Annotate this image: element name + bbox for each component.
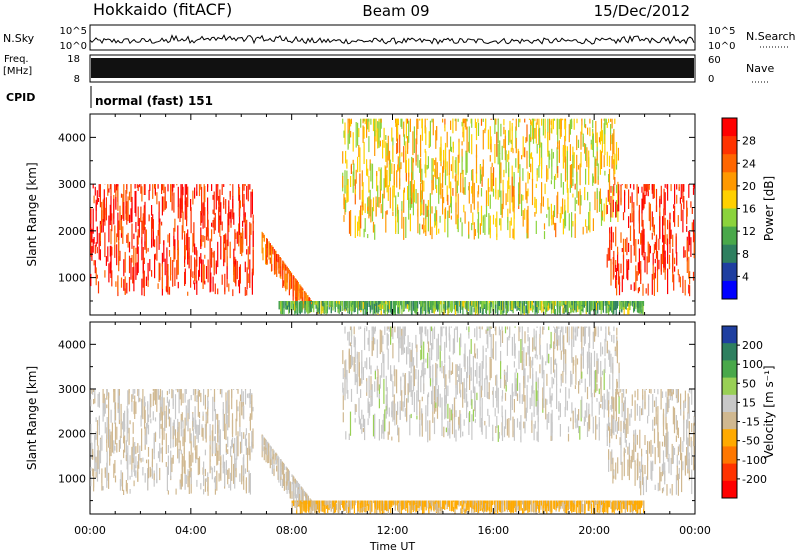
feature-afternoon-band — [342, 326, 620, 443]
sky-panel: N.Sky 10^5 10^0 10^5 10^0 N.Search — [3, 24, 796, 52]
colorbar: 4 8 12 16 20 24 28 Power [dB] — [721, 117, 776, 300]
sky-bottom-tick-right: 10^0 — [708, 41, 735, 52]
frequency-band — [91, 58, 694, 78]
colorbar-swatch — [722, 172, 737, 191]
colorbar-tick-label: 20 — [742, 180, 756, 193]
colorbar-swatch — [722, 190, 737, 209]
colorbar-swatch — [722, 118, 737, 137]
colorbar-swatch — [722, 208, 737, 228]
freq-top-tick: 18 — [67, 54, 80, 65]
colorbar-swatch — [722, 244, 737, 264]
power-panel: 1000 2000 3000 4000 Slant Range [km] 4 8 12 16 20… — [25, 113, 776, 316]
y-tick-label: 4000 — [58, 131, 86, 144]
colorbar-swatch — [722, 226, 737, 246]
feature-morning-band — [90, 184, 254, 297]
colorbar-swatch — [722, 154, 737, 173]
nave-top-tick: 60 — [708, 55, 721, 66]
colorbar-tick-label: 4 — [742, 270, 749, 283]
freq-label: Freq. — [4, 54, 29, 65]
cpid-value: normal (fast) 151 — [95, 94, 213, 108]
feature-afternoon-band — [342, 118, 620, 241]
colorbar-tick-label: 24 — [742, 157, 756, 170]
colorbar-swatch — [722, 280, 737, 300]
feature-evening-band — [606, 184, 695, 297]
y-axis-label: Slant Range [km] — [25, 162, 39, 266]
nave-bottom-tick: 0 — [708, 74, 714, 85]
nsky-label: N.Sky — [3, 32, 35, 45]
colorbar-tick-label: 12 — [742, 225, 756, 238]
sky-noise-trace — [89, 34, 695, 45]
y-tick-label: 1000 — [58, 272, 86, 285]
data-region — [90, 118, 695, 315]
date-title: 15/Dec/2012 — [594, 2, 690, 20]
colorbar-tick-label: 8 — [742, 248, 749, 261]
nave-label: Nave — [746, 62, 774, 75]
feature-ground-scatter — [278, 301, 645, 315]
station-title: Hokkaido (fitACF) — [93, 0, 232, 19]
sky-noise-line — [89, 34, 695, 45]
cpid-panel: CPID normal (fast) 151 — [6, 86, 213, 108]
mhz-label: [MHz] — [3, 66, 32, 77]
y-tick-label: 2000 — [58, 225, 86, 238]
nsearch-label: N.Search — [746, 30, 796, 43]
colorbar-label: Power [dB] — [762, 176, 776, 241]
beam-title: Beam 09 — [362, 2, 429, 20]
freq-bottom-tick: 8 — [74, 74, 80, 85]
freq-panel: Freq. [MHz] 18 8 60 0 Nave — [3, 54, 774, 85]
sky-top-tick-right: 10^5 — [708, 26, 735, 37]
cpid-label: CPID — [6, 91, 35, 104]
feature-descending-trace — [261, 434, 312, 510]
frequency-trace — [91, 58, 694, 78]
colorbar-swatch — [722, 262, 737, 282]
feature-ground-scatter — [291, 500, 645, 514]
y-tick-label: 3000 — [58, 178, 86, 191]
feature-morning-band — [90, 389, 254, 496]
colorbar-swatch — [722, 136, 737, 155]
colorbar-tick-label: 28 — [742, 135, 756, 148]
data-region — [90, 326, 695, 514]
colorbar-tick-label: 16 — [742, 203, 756, 216]
sky-top-tick: 10^5 — [60, 26, 87, 37]
sky-bottom-tick: 10^0 — [60, 41, 87, 52]
